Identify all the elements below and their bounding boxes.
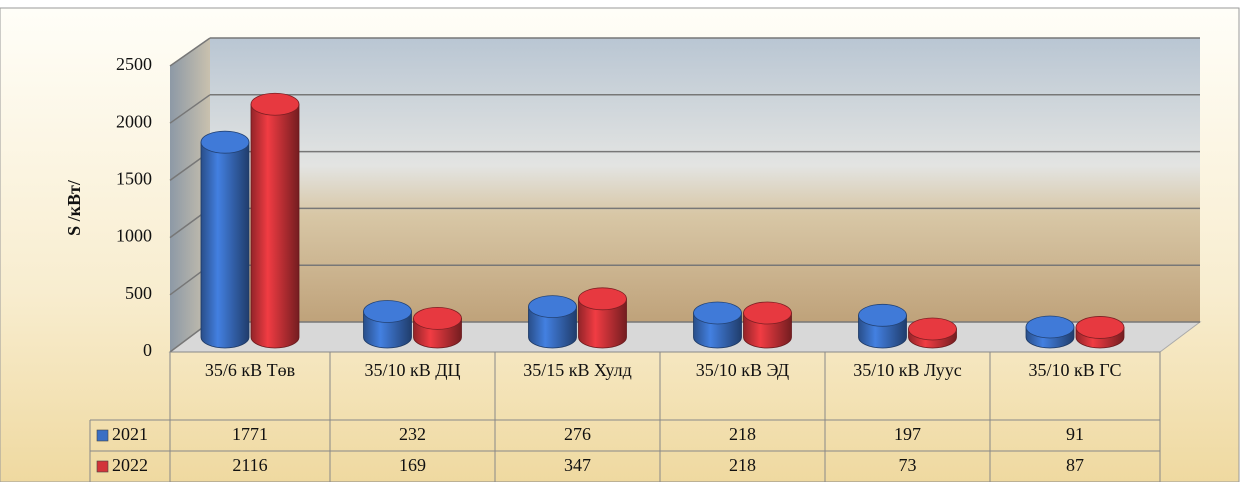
category-cell: 35/10 кВ Луус xyxy=(853,360,962,380)
bar-top xyxy=(250,92,300,116)
x-tick-label: 35/6 кВ Төв xyxy=(204,360,296,380)
bar-top xyxy=(363,300,412,323)
bar-top xyxy=(413,307,462,330)
table-value: 232 xyxy=(399,424,426,444)
category-cell: 35/6 кВ Төв xyxy=(204,360,296,380)
x-tick-label: 35/10 кВ ГС xyxy=(1028,360,1122,380)
legend-swatch xyxy=(96,429,109,442)
y-tick-label: 1000 xyxy=(116,226,152,246)
table-value: 197 xyxy=(894,424,921,444)
x-tick-label: 35/15 кВ Хулд xyxy=(523,360,632,380)
legend-swatch xyxy=(96,460,109,473)
table-value: 91 xyxy=(1066,424,1084,444)
category-cell: 35/15 кВ Хулд xyxy=(523,360,632,380)
table-value: 347 xyxy=(564,455,591,475)
bar-top xyxy=(528,295,577,319)
y-tick-label: 0 xyxy=(143,340,152,360)
grid-line xyxy=(169,94,211,124)
bar-top xyxy=(1075,316,1125,339)
y-tick-label: 500 xyxy=(125,283,152,303)
table-value: 2116 xyxy=(232,455,267,475)
grid-line xyxy=(169,37,211,67)
bar-top xyxy=(858,303,907,327)
table-value: 87 xyxy=(1066,455,1084,475)
table-value: 276 xyxy=(564,424,591,444)
category-cell: 35/10 кВ ЭД xyxy=(695,360,790,380)
bar xyxy=(250,103,300,349)
category-cell: 35/10 кВ ДЦ xyxy=(364,360,461,380)
y-tick-label: 2000 xyxy=(116,111,152,131)
back-wall xyxy=(210,38,1200,322)
x-tick-label: 35/10 кВ Луус xyxy=(853,360,962,380)
y-tick-label: 1500 xyxy=(116,169,152,189)
bar xyxy=(578,298,627,349)
bar-top xyxy=(908,317,957,341)
y-axis-label: S /кВт/ xyxy=(64,179,84,236)
bar-top xyxy=(1025,315,1075,339)
legend-label: 2022 xyxy=(112,455,148,475)
bar xyxy=(200,141,250,349)
category-cell: 35/10 кВ ГС xyxy=(1028,360,1122,380)
x-tick-label: 35/10 кВ ДЦ xyxy=(364,360,461,380)
table-value: 169 xyxy=(399,455,426,475)
y-tick-label: 2500 xyxy=(116,54,152,74)
bar xyxy=(528,306,577,349)
table-value: 1771 xyxy=(232,424,268,444)
table-value: 218 xyxy=(729,424,756,444)
table-value: 73 xyxy=(899,455,917,475)
legend-label: 2021 xyxy=(112,424,148,444)
bar-top xyxy=(693,301,742,325)
table-value: 218 xyxy=(729,455,756,475)
bar-top xyxy=(743,301,792,325)
x-tick-label: 35/10 кВ ЭД xyxy=(695,360,790,380)
bar-top xyxy=(578,287,627,311)
bar-top xyxy=(200,130,250,154)
